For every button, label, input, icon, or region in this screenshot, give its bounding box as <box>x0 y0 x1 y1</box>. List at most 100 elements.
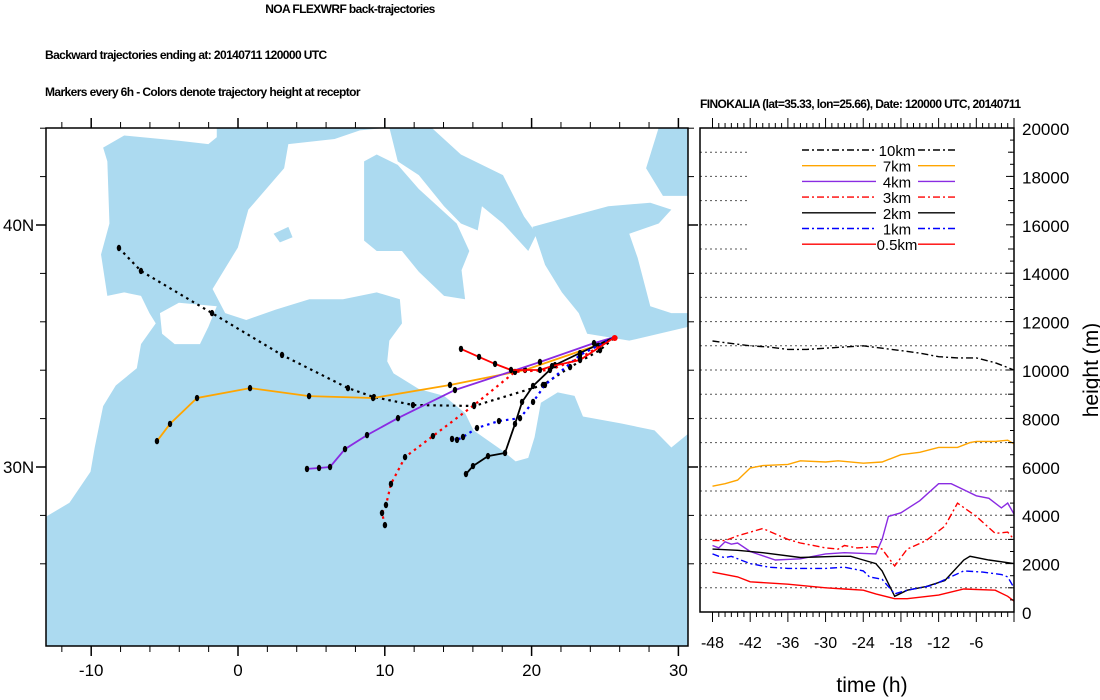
trajectory-marker <box>342 445 348 453</box>
legend-label: 1km <box>883 222 911 239</box>
trajectory-marker <box>549 362 555 370</box>
trajectory-marker <box>370 394 376 402</box>
y-tick-label: 6000 <box>1022 459 1060 478</box>
receptor-marker <box>611 335 618 342</box>
trajectory-7km <box>156 336 616 442</box>
x-tick-label: -12 <box>927 635 950 652</box>
sea-adriatic <box>389 128 537 252</box>
land-west <box>46 128 217 517</box>
trajectory-marker <box>167 420 173 428</box>
y-tick-label: 4000 <box>1022 507 1060 526</box>
height-series-layer <box>712 340 1015 602</box>
trajectory-1km <box>451 336 616 442</box>
x-tick-label: -6 <box>969 635 983 652</box>
y-tick-label: 0 <box>1022 604 1031 623</box>
trajectory-4km <box>306 336 616 470</box>
height-line-2km <box>712 548 1015 598</box>
trajectory-marker <box>502 449 508 457</box>
trajectory-marker <box>517 414 523 422</box>
height-axes: 0 2000 4000 6000 8000 10000 12000 14000 16000 180… <box>701 118 1069 652</box>
map-panel <box>46 128 688 646</box>
trajectory-marker <box>388 480 394 488</box>
trajectory-marker <box>530 382 536 390</box>
legend-label: 2km <box>883 206 911 223</box>
x-tick-label: -42 <box>739 635 762 652</box>
trajectory-marker <box>460 433 466 441</box>
x-tick-label: -18 <box>889 635 912 652</box>
trajectory-2km <box>465 336 616 475</box>
x-tick-label: -48 <box>701 635 724 652</box>
map-axes: -10 0 10 20 30 40N 30N <box>3 118 698 680</box>
trajectory-marker <box>316 464 322 472</box>
legend-label: 0.5km <box>877 237 918 254</box>
y-tick-label: 20000 <box>1022 120 1069 139</box>
subtitle-ending-time: Backward trajectories ending at: 2014071… <box>45 48 327 62</box>
sea-tyrrhenian <box>364 154 470 276</box>
trajectory-marker <box>383 501 389 509</box>
y-tick-label: 10000 <box>1022 362 1069 381</box>
trajectory-0.5km <box>460 336 616 371</box>
trajectory-marker <box>577 356 583 364</box>
trajectory-marker <box>154 437 160 445</box>
legend-label: 10km <box>879 143 916 160</box>
trajectory-marker <box>485 452 491 460</box>
height-line-4km <box>712 483 1015 561</box>
trajectory-marker <box>247 384 253 392</box>
x-axis-label: time (h) <box>836 674 907 697</box>
trajectory-marker <box>471 401 477 409</box>
trajectory-marker <box>430 432 436 440</box>
trajectory-marker <box>382 521 388 529</box>
trajectory-marker <box>542 381 548 389</box>
trajectory-marker <box>508 366 514 374</box>
trajectory-marker <box>449 435 455 443</box>
trajectory-marker <box>279 351 285 359</box>
x-tick-label: -30 <box>814 635 837 652</box>
y-tick-label: 14000 <box>1022 265 1069 284</box>
trajectory-marker <box>452 386 458 394</box>
trajectory-marker <box>304 465 310 473</box>
y-tick-label: 12000 <box>1022 314 1069 333</box>
height-line-10km <box>712 340 1015 371</box>
subtitle-markers-note: Markers every 6h - Colors denote traject… <box>45 85 361 99</box>
legend-background <box>748 140 1010 252</box>
trajectory-marker <box>577 351 583 359</box>
sea-aegean <box>532 202 688 341</box>
trajectory-marker <box>476 353 482 361</box>
trajectory-marker <box>209 309 215 317</box>
legend-label: 3km <box>883 190 911 207</box>
lon-tick-label: 20 <box>522 661 541 680</box>
trajectory-marker <box>410 401 416 409</box>
trajectory-marker <box>454 436 460 444</box>
legend-label: 4km <box>883 174 911 191</box>
trajectory-marker <box>447 381 453 389</box>
trajectory-marker <box>530 398 536 406</box>
trajectory-marker <box>402 453 408 461</box>
height-line-0.5km <box>712 571 1015 602</box>
y-tick-label: 16000 <box>1022 217 1069 236</box>
trajectory-marker <box>306 392 312 400</box>
y-tick-label: 8000 <box>1022 410 1060 429</box>
trajectory-layer <box>116 244 618 529</box>
land-island <box>159 302 217 345</box>
trajectory-marker <box>395 414 401 422</box>
trajectory-marker <box>138 267 144 275</box>
trajectory-marker <box>116 244 122 252</box>
sea-inlet <box>418 264 466 300</box>
height-chart-title: FINOKALIA (lat=35.33, lon=25.66), Date: … <box>700 97 1021 111</box>
trajectory-marker <box>458 345 464 353</box>
lon-tick-label: 0 <box>233 661 242 680</box>
lake <box>273 226 293 243</box>
trajectory-marker <box>537 358 543 366</box>
lon-tick-label: 30 <box>669 661 688 680</box>
trajectory-marker <box>364 431 370 439</box>
trajectory-marker <box>345 384 351 392</box>
lon-tick-label: 10 <box>375 661 394 680</box>
x-tick-label: -24 <box>852 635 875 652</box>
trajectory-marker <box>519 398 525 406</box>
y-tick-label: 18000 <box>1022 168 1069 187</box>
trajectory-marker <box>463 470 469 478</box>
lon-tick-label: -10 <box>79 661 104 680</box>
